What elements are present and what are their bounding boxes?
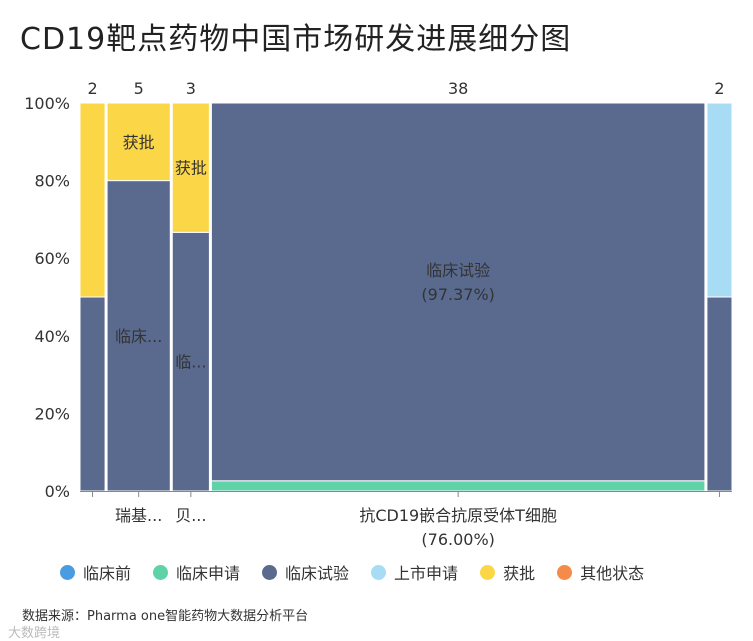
legend-item[interactable]: 获批 [480,560,535,584]
segment-label: 获批 [123,133,155,152]
legend-label: 其他状态 [580,564,645,583]
legend-label: 上市申请 [394,564,459,583]
x-category-label: 抗CD19嵌合抗原受体T细胞 [359,506,557,525]
segment-获批 [106,102,171,182]
chart-title: CD19靶点药物中国市场研发进展细分图 [20,22,572,57]
legend-label: 临床前 [83,564,132,583]
segment-获批 [171,102,210,233]
segment-sublabel: (97.37%) [421,285,495,304]
legend-item[interactable]: 临床申请 [153,560,240,584]
legend-item[interactable]: 其他状态 [557,560,644,584]
segment-label: 获批 [175,159,207,178]
y-tick-label: 20% [34,404,70,423]
legend-item[interactable]: 上市申请 [371,560,458,584]
column-count-label: 5 [134,79,144,98]
legend-label: 获批 [503,564,536,583]
legend-item[interactable]: 临床试验 [262,560,349,584]
column-count-label: 2 [87,79,97,98]
column-count-label: 3 [186,79,196,98]
legend-marker [262,564,278,580]
segment-获批 [79,102,106,298]
y-tick-label: 0% [45,482,70,501]
segment-label: 临床试验 [426,261,490,280]
y-tick-label: 80% [34,172,70,191]
segment-临床试验 [106,180,171,492]
x-category-sublabel: (76.00%) [421,530,495,549]
segment-临床试验 [706,296,733,492]
legend: 临床前 临床申请 临床试验 上市申请 获批 其他状态 [60,560,644,584]
segment-label: 临... [175,353,206,372]
column-count-label: 2 [714,79,724,98]
segment-临床试验 [210,102,706,482]
segment-上市申请 [706,102,733,298]
legend-marker [371,564,387,580]
segment-临床申请 [210,480,706,492]
y-tick-label: 100% [24,94,70,113]
legend-marker [557,564,573,580]
legend-marker [60,564,75,580]
legend-marker [480,564,496,580]
watermark: 大数跨境 [8,626,61,641]
legend-marker [153,564,169,580]
x-category-label: 贝... [175,506,206,525]
column-count-label: 38 [448,79,468,98]
x-category-label: 瑞基... [115,506,162,525]
y-tick-label: 60% [34,249,70,268]
legend-label: 临床申请 [176,564,241,583]
legend-item[interactable]: 临床前 [60,560,131,584]
legend-label: 临床试验 [285,564,350,583]
source-note: 数据来源：Pharma one智能药物大数据分析平台 [22,609,309,624]
segment-临床试验 [79,296,106,492]
y-tick-label: 40% [34,327,70,346]
segment-label: 临床... [115,327,162,346]
